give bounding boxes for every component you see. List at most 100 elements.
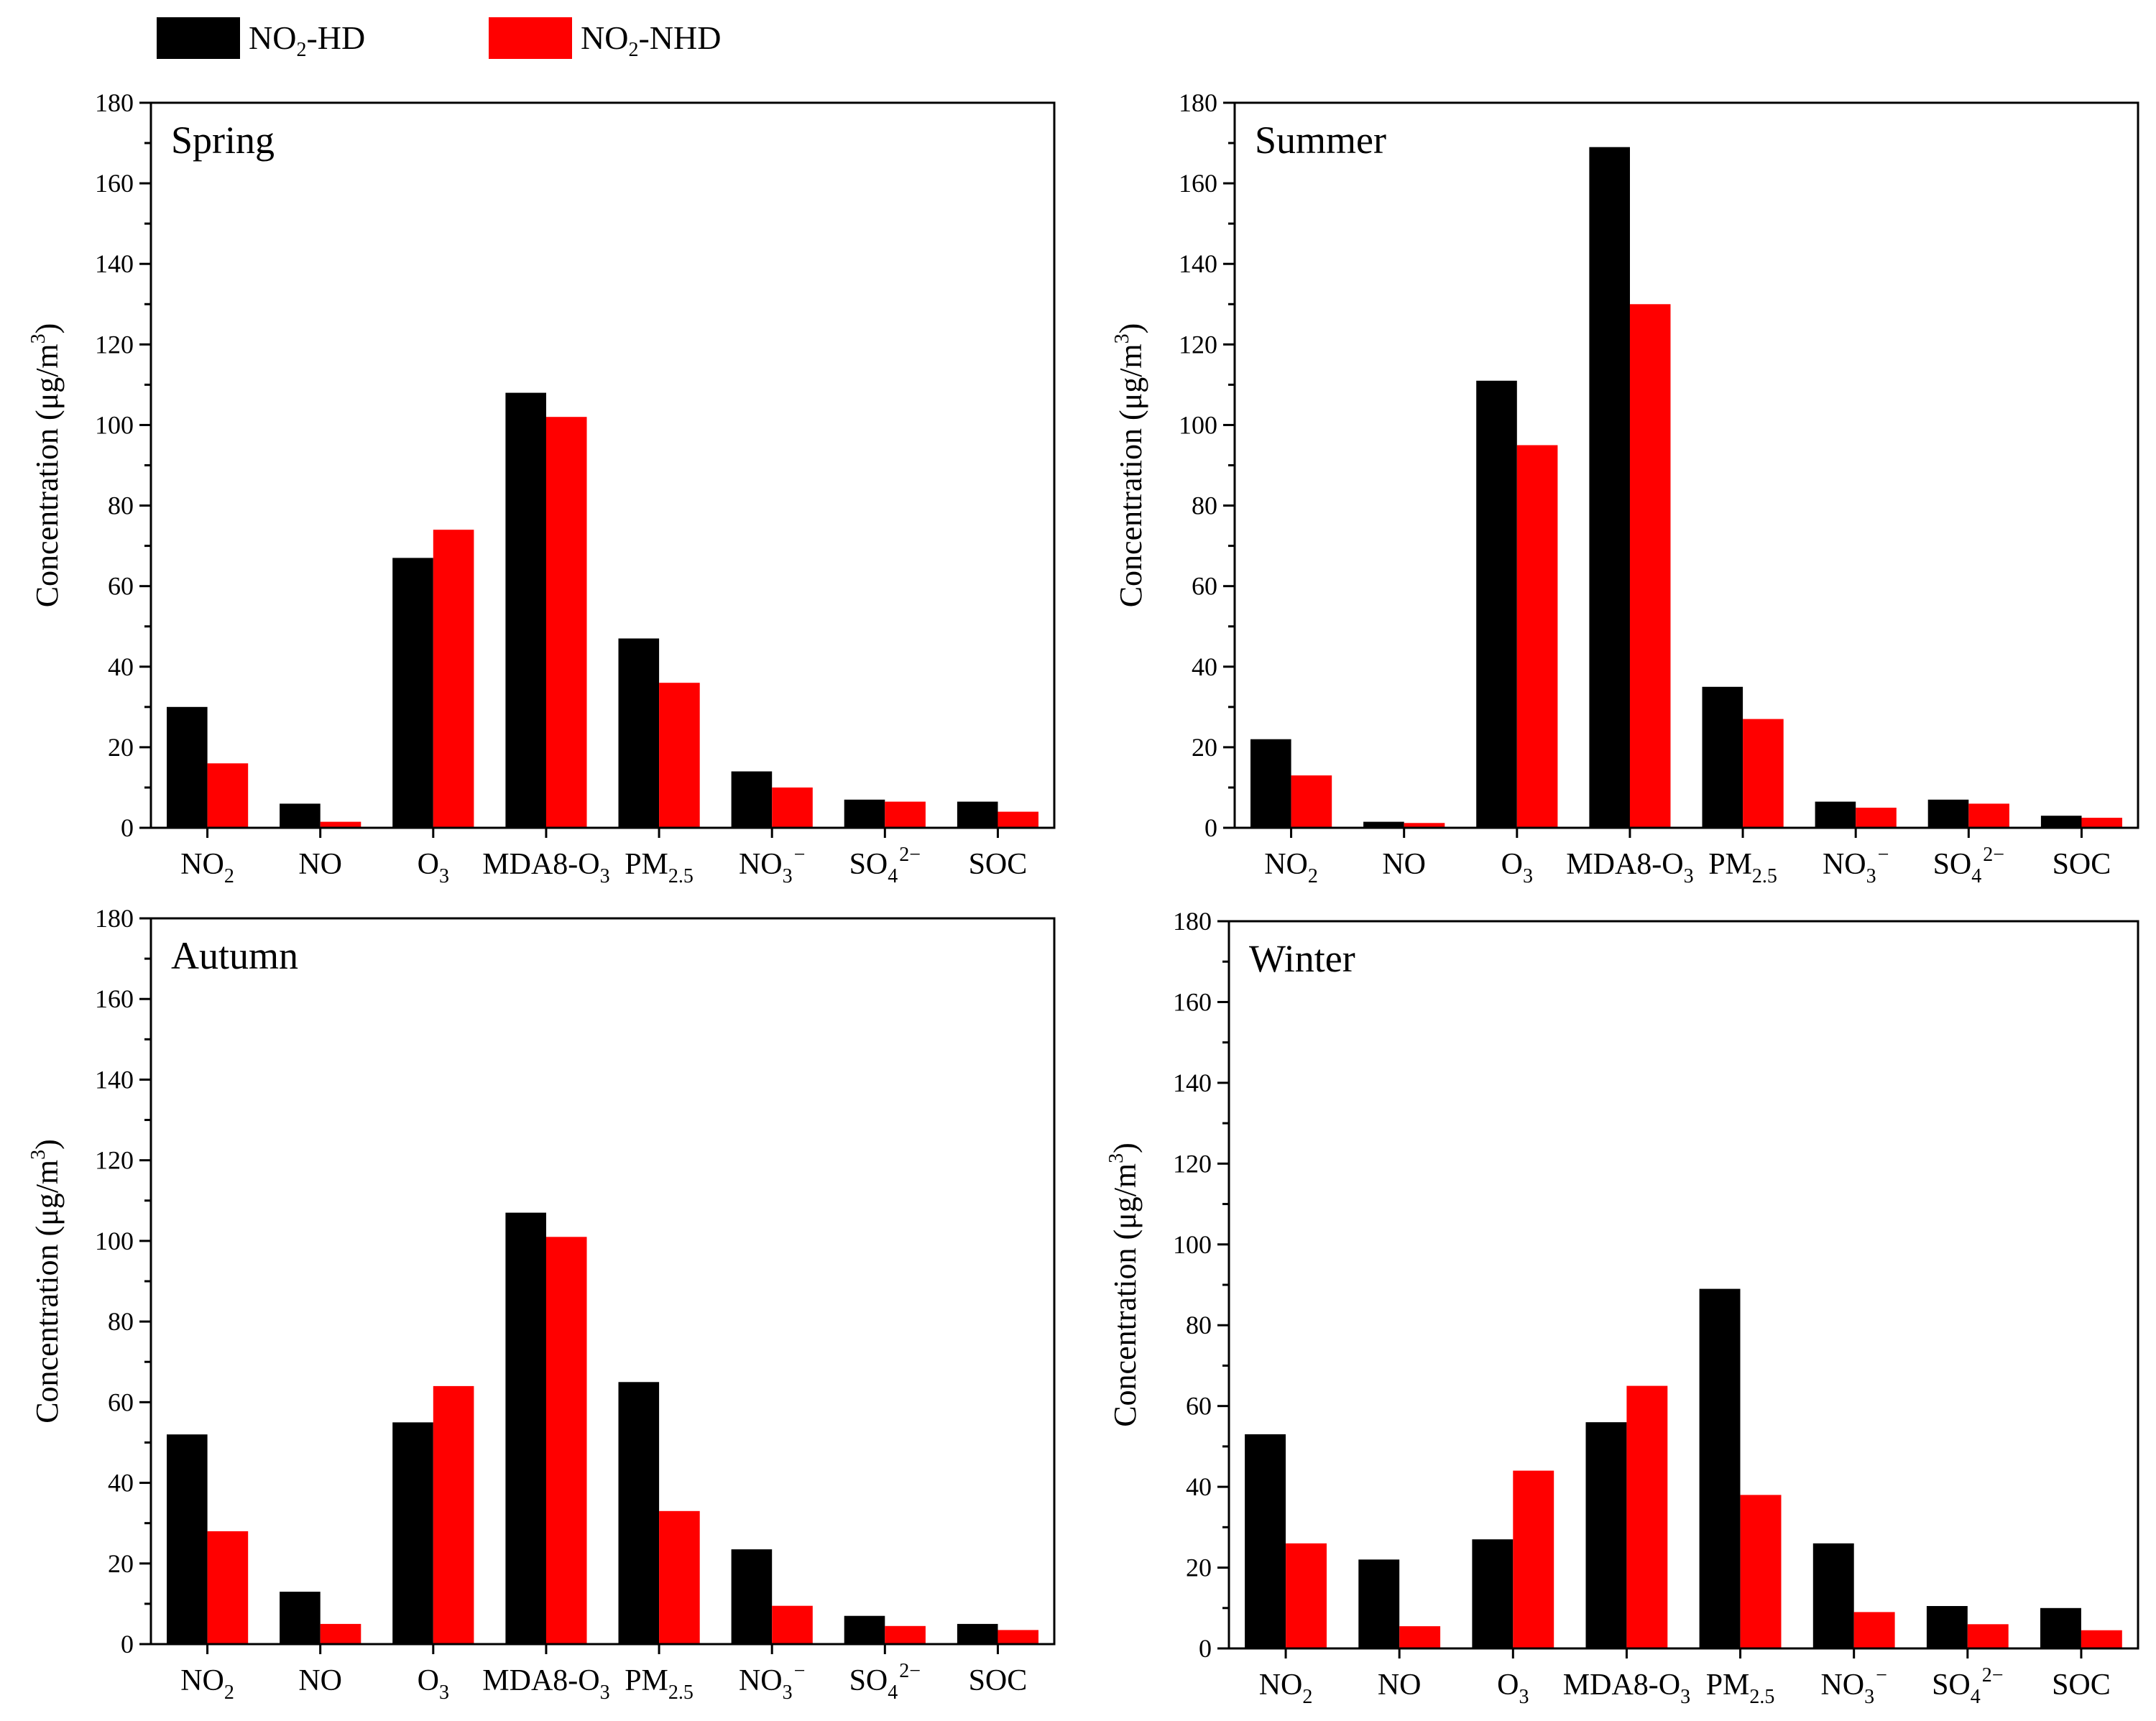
summer-bar-no2-nhd (1291, 775, 1332, 828)
winter-ytick-label-40: 40 (1186, 1472, 1212, 1501)
summer-ytick-label-180: 180 (1179, 88, 1217, 117)
summer-bar-no2-hd (1250, 739, 1291, 828)
autumn-ytick-label-0: 0 (121, 1630, 134, 1658)
summer-ytick-label-60: 60 (1192, 572, 1217, 601)
winter-bar-o3-hd (1472, 1539, 1514, 1648)
summer-bar-no3-hd (1815, 801, 1856, 828)
panel-autumn: NO2 NO O3 MDA8-O3 PM2.5 NO3− SO42− SOC 0 20 40 60 80… (27, 904, 1056, 1704)
spring-ylabel: Concentration (μg/m3) (27, 323, 65, 608)
spring-bar-mda8-o3-nhd (545, 417, 587, 828)
panel-summer: NO2 NO O3 MDA8-O3 PM2.5 NO3− SO42− SOC 0 20 40 60 80… (1111, 88, 2139, 887)
winter-bar-soc-hd (2040, 1607, 2081, 1648)
autumn-bar-pm2-5-nhd (659, 1510, 700, 1644)
summer-bar-so42-hd (1927, 799, 1969, 828)
winter-bar-pm2-5-hd (1699, 1288, 1741, 1648)
spring-ytick-label-20: 20 (108, 733, 134, 762)
summer-xlabel-no: NO (1382, 848, 1426, 881)
winter-xlabel-soc: SOC (2052, 1669, 2111, 1702)
winter-bar-no3-hd (1812, 1543, 1854, 1648)
spring-bar-soc-hd (957, 801, 998, 828)
spring-bar-so42-hd (844, 799, 885, 828)
autumn-xlabel-pm2-5: PM2.5 (625, 1664, 694, 1704)
spring-bar-no-hd (280, 803, 321, 828)
winter-ytick-label-120: 120 (1173, 1149, 1212, 1178)
winter-bar-so42-nhd (1967, 1624, 2009, 1648)
autumn-bar-so42-hd (844, 1615, 885, 1644)
autumn-bar-no3-hd (731, 1549, 773, 1644)
spring-xlabel-so42: SO42− (849, 844, 921, 887)
winter-bar-o3-nhd (1513, 1470, 1554, 1648)
summer-bar-soc-hd (2040, 816, 2082, 828)
autumn-bar-o3-nhd (433, 1385, 474, 1644)
autumn-xlabel-soc: SOC (969, 1664, 1028, 1697)
summer-ytick-label-20: 20 (1192, 733, 1217, 762)
winter-ytick-label-20: 20 (1186, 1554, 1212, 1582)
spring-xlabel-soc: SOC (969, 848, 1028, 881)
spring-xlabel-mda8-o3: MDA8-O3 (482, 848, 609, 887)
summer-ylabel: Concentration (μg/m3) (1111, 323, 1148, 608)
winter-bar-no3-nhd (1853, 1612, 1895, 1648)
summer-bar-so42-nhd (1968, 803, 2009, 828)
summer-bar-no-nhd (1404, 823, 1445, 828)
autumn-ytick-label-80: 80 (108, 1307, 134, 1336)
legend: NO2-HD NO2-NHD (157, 17, 721, 61)
winter-xlabel-so42: SO42− (1932, 1664, 2004, 1708)
winter-ytick-label-80: 80 (1186, 1311, 1212, 1339)
spring-ytick-label-60: 60 (108, 572, 134, 601)
spring-bar-no3-nhd (772, 787, 813, 828)
winter-bar-no2-nhd (1286, 1543, 1327, 1648)
summer-xlabel-no3: NO3− (1823, 844, 1889, 887)
autumn-plot-frame (149, 917, 1056, 1646)
summer-ytick-label-120: 120 (1179, 330, 1217, 359)
spring-xlabel-no2: NO2 (180, 848, 234, 887)
summer-xlabel-pm2-5: PM2.5 (1708, 848, 1777, 887)
summer-bar-soc-nhd (2081, 818, 2122, 828)
spring-bar-mda8-o3-hd (505, 392, 546, 828)
winter-bar-soc-nhd (2081, 1630, 2122, 1648)
winter-ytick-label-160: 160 (1173, 987, 1212, 1016)
spring-title: Spring (171, 119, 275, 162)
autumn-bar-soc-nhd (998, 1630, 1038, 1644)
summer-bar-no3-nhd (1856, 808, 1897, 828)
autumn-bar-soc-hd (957, 1623, 998, 1644)
spring-ytick-label-160: 160 (95, 169, 134, 198)
spring-ytick-label-0: 0 (121, 813, 134, 842)
autumn-ytick-label-140: 140 (95, 1065, 134, 1094)
spring-plot-frame (149, 101, 1056, 829)
spring-ytick-label-40: 40 (108, 652, 134, 681)
summer-xlabel-mda8-o3: MDA8-O3 (1566, 848, 1693, 887)
spring-bar-o3-hd (392, 558, 433, 828)
spring-bar-so42-nhd (885, 801, 926, 828)
summer-ytick-label-160: 160 (1179, 169, 1217, 198)
autumn-xlabel-no: NO (298, 1664, 342, 1697)
autumn-bar-mda8-o3-hd (505, 1212, 546, 1644)
spring-xlabel-pm2-5: PM2.5 (625, 848, 694, 887)
autumn-xlabel-no3: NO3− (739, 1660, 805, 1704)
legend-label-nhd: NO2-NHD (581, 19, 721, 61)
winter-xlabel-no: NO (1378, 1669, 1422, 1702)
spring-ytick-label-180: 180 (95, 88, 134, 117)
spring-bar-no2-hd (167, 706, 208, 828)
summer-bar-mda8-o3-hd (1589, 147, 1630, 828)
winter-title: Winter (1249, 937, 1355, 980)
autumn-xlabel-o3: O3 (418, 1664, 449, 1704)
spring-bar-no-nhd (320, 821, 361, 828)
spring-xlabel-no: NO (298, 848, 342, 881)
legend-swatch-nhd (489, 17, 572, 59)
summer-xlabel-soc: SOC (2053, 848, 2111, 881)
summer-ytick-label-140: 140 (1179, 249, 1217, 278)
autumn-bar-no-hd (280, 1592, 321, 1644)
autumn-ytick-label-20: 20 (108, 1549, 134, 1578)
spring-ytick-label-140: 140 (95, 249, 134, 278)
autumn-bar-pm2-5-hd (618, 1382, 660, 1644)
spring-bar-o3-nhd (433, 530, 474, 828)
spring-bar-no3-hd (731, 771, 773, 828)
winter-ytick-label-0: 0 (1199, 1634, 1212, 1663)
winter-plot-frame (1227, 920, 2139, 1650)
autumn-xlabel-so42: SO42− (849, 1660, 921, 1704)
summer-xlabel-o3: O3 (1501, 848, 1533, 887)
spring-bar-pm2-5-hd (618, 638, 660, 828)
summer-bar-pm2-5-nhd (1743, 719, 1784, 828)
spring-ytick-label-80: 80 (108, 492, 134, 520)
